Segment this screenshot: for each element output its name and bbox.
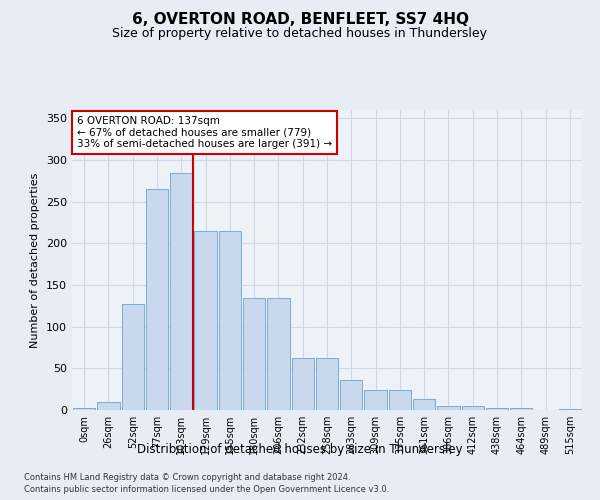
Y-axis label: Number of detached properties: Number of detached properties bbox=[31, 172, 40, 348]
Bar bbox=[122, 304, 144, 410]
Bar bbox=[461, 406, 484, 410]
Bar bbox=[194, 231, 217, 410]
Bar bbox=[146, 189, 168, 410]
Bar bbox=[97, 402, 119, 410]
Bar bbox=[73, 408, 95, 410]
Text: 6, OVERTON ROAD, BENFLEET, SS7 4HQ: 6, OVERTON ROAD, BENFLEET, SS7 4HQ bbox=[131, 12, 469, 28]
Bar bbox=[413, 399, 436, 410]
Bar bbox=[340, 380, 362, 410]
Bar bbox=[559, 409, 581, 410]
Bar bbox=[316, 358, 338, 410]
Text: Contains public sector information licensed under the Open Government Licence v3: Contains public sector information licen… bbox=[24, 485, 389, 494]
Text: Contains HM Land Registry data © Crown copyright and database right 2024.: Contains HM Land Registry data © Crown c… bbox=[24, 472, 350, 482]
Bar bbox=[437, 406, 460, 410]
Bar bbox=[243, 298, 265, 410]
Text: Size of property relative to detached houses in Thundersley: Size of property relative to detached ho… bbox=[113, 28, 487, 40]
Bar bbox=[170, 174, 193, 410]
Bar bbox=[389, 390, 411, 410]
Bar bbox=[364, 390, 387, 410]
Bar bbox=[292, 358, 314, 410]
Text: Distribution of detached houses by size in Thundersley: Distribution of detached houses by size … bbox=[137, 442, 463, 456]
Bar bbox=[510, 408, 532, 410]
Text: 6 OVERTON ROAD: 137sqm
← 67% of detached houses are smaller (779)
33% of semi-de: 6 OVERTON ROAD: 137sqm ← 67% of detached… bbox=[77, 116, 332, 149]
Bar bbox=[267, 298, 290, 410]
Bar bbox=[486, 408, 508, 410]
Bar bbox=[218, 231, 241, 410]
